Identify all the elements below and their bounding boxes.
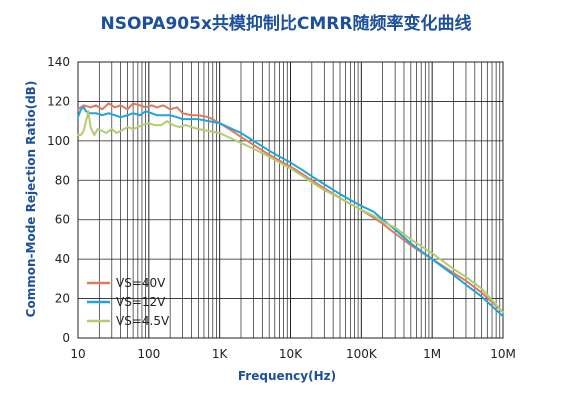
x-axis-ticks: 10 100 1K 10K 100K 1M 10M	[70, 347, 515, 361]
y-axis-ticks: 0 20 40 60 80 100 120 140	[47, 55, 70, 345]
y-tick-label: 120	[47, 94, 70, 108]
series-line	[77, 106, 504, 318]
x-tick-label: 1K	[212, 347, 229, 361]
legend-label: VS=4.5V	[116, 314, 170, 328]
x-tick-label: 100K	[346, 347, 378, 361]
y-tick-label: 80	[55, 173, 70, 187]
grid-layer	[77, 61, 504, 339]
y-tick-label: 0	[62, 331, 70, 345]
x-tick-label: 10	[70, 347, 85, 361]
x-axis-title: Frequency(Hz)	[238, 369, 336, 383]
y-tick-label: 40	[55, 252, 70, 266]
chart-title: NSOPA905x共模抑制比CMRR随频率变化曲线	[100, 14, 472, 34]
y-tick-label: 100	[47, 134, 70, 148]
y-tick-label: 60	[55, 213, 70, 227]
series-line	[77, 110, 504, 314]
x-tick-label: 10K	[279, 347, 303, 361]
y-axis-title: Common-Mode Rejection Ratio(dB)	[24, 81, 38, 318]
x-tick-label: 1M	[423, 347, 441, 361]
y-tick-label: 140	[47, 55, 70, 69]
legend-label: VS=12V	[116, 295, 166, 309]
x-tick-label: 100	[137, 347, 160, 361]
legend: VS=40V VS=12V VS=4.5V	[87, 276, 170, 328]
y-tick-label: 20	[55, 292, 70, 306]
series-layer	[77, 102, 504, 318]
x-tick-label: 10M	[490, 347, 516, 361]
legend-label: VS=40V	[116, 276, 166, 290]
